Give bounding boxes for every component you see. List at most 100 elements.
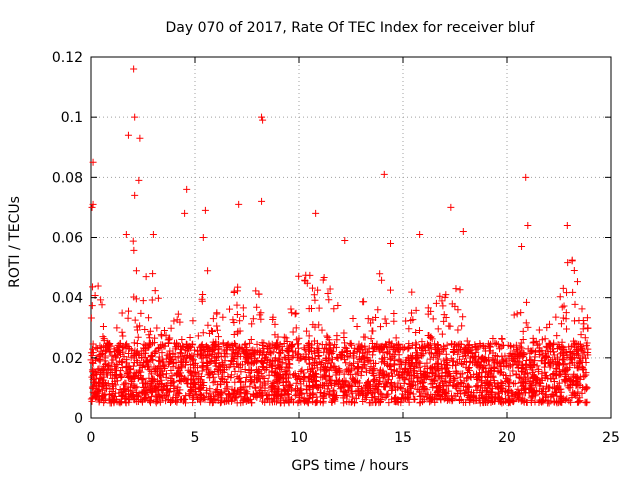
data-point <box>352 387 360 395</box>
data-point <box>114 346 122 354</box>
data-point <box>308 365 316 373</box>
data-point <box>340 370 348 378</box>
data-point <box>536 396 544 404</box>
data-point <box>490 363 498 371</box>
data-point <box>297 367 305 375</box>
data-point <box>268 340 276 348</box>
data-point <box>517 309 525 317</box>
data-point <box>561 361 569 369</box>
data-point <box>116 350 124 358</box>
data-point <box>407 377 415 385</box>
data-point <box>479 342 487 350</box>
data-point <box>573 278 581 286</box>
data-point <box>463 337 471 345</box>
data-point <box>507 342 515 350</box>
data-point <box>197 384 205 392</box>
data-point <box>369 351 377 359</box>
data-point <box>465 383 473 391</box>
data-point <box>418 338 426 346</box>
data-point <box>536 382 544 390</box>
data-point <box>295 375 303 383</box>
data-point <box>231 348 239 356</box>
data-point <box>136 134 144 142</box>
data-point <box>358 344 366 352</box>
data-point <box>506 362 514 370</box>
data-point <box>191 381 199 389</box>
data-point <box>555 379 563 387</box>
data-point <box>408 341 416 349</box>
data-point <box>362 365 370 373</box>
data-point <box>566 359 574 367</box>
data-point <box>440 342 448 350</box>
data-point <box>194 332 202 340</box>
data-point <box>251 349 259 357</box>
data-point <box>443 364 451 372</box>
data-point <box>549 356 557 364</box>
data-point <box>519 353 527 361</box>
data-point <box>122 230 130 238</box>
data-point <box>556 293 564 301</box>
data-point <box>196 395 204 403</box>
data-point <box>372 313 380 321</box>
data-point <box>563 351 571 359</box>
data-point <box>178 353 186 361</box>
data-point <box>477 378 485 386</box>
data-point <box>344 365 352 373</box>
data-point <box>239 304 247 312</box>
data-point <box>466 358 474 366</box>
data-point <box>320 362 328 370</box>
data-point <box>359 298 367 306</box>
data-point <box>496 345 504 353</box>
data-point <box>582 383 590 391</box>
data-point <box>417 351 425 359</box>
data-point <box>547 374 555 382</box>
axis-ticks: 0 5 10 15 20 25 0 0.02 0.04 0.06 0.08 0.1 0.12 <box>52 50 620 446</box>
data-point <box>546 340 554 348</box>
data-point <box>294 399 302 407</box>
data-point <box>278 359 286 367</box>
data-point <box>259 116 267 124</box>
data-point <box>186 383 194 391</box>
data-point <box>264 356 272 364</box>
data-point <box>174 310 182 318</box>
data-point <box>342 359 350 367</box>
data-point <box>513 310 521 318</box>
data-point <box>159 358 167 366</box>
data-point <box>374 306 382 314</box>
data-point <box>552 364 560 372</box>
data-point <box>87 314 95 322</box>
data-point <box>196 352 204 360</box>
data-point <box>134 333 142 341</box>
data-point <box>554 361 562 369</box>
data-point <box>239 398 247 406</box>
data-point <box>574 347 582 355</box>
data-point <box>518 368 526 376</box>
data-point <box>211 377 219 385</box>
x-tick-label: 5 <box>191 430 200 446</box>
data-point <box>580 372 588 380</box>
data-point <box>459 313 467 321</box>
data-point <box>492 358 500 366</box>
data-point <box>197 391 205 399</box>
data-point <box>284 374 292 382</box>
data-point <box>545 359 553 367</box>
data-point <box>432 360 440 368</box>
data-point <box>281 396 289 404</box>
data-point <box>387 379 395 387</box>
data-point <box>141 389 149 397</box>
data-point <box>417 367 425 375</box>
data-point <box>133 339 141 347</box>
data-point <box>325 372 333 380</box>
data-point <box>420 378 428 386</box>
data-point <box>442 389 450 397</box>
data-point <box>135 176 143 184</box>
data-point <box>145 331 153 339</box>
data-point <box>573 377 581 385</box>
data-point <box>249 315 257 323</box>
data-point <box>450 347 458 355</box>
data-point <box>178 335 186 343</box>
data-point <box>412 341 420 349</box>
data-point <box>465 363 473 371</box>
data-point <box>255 290 263 298</box>
data-point <box>198 297 206 305</box>
